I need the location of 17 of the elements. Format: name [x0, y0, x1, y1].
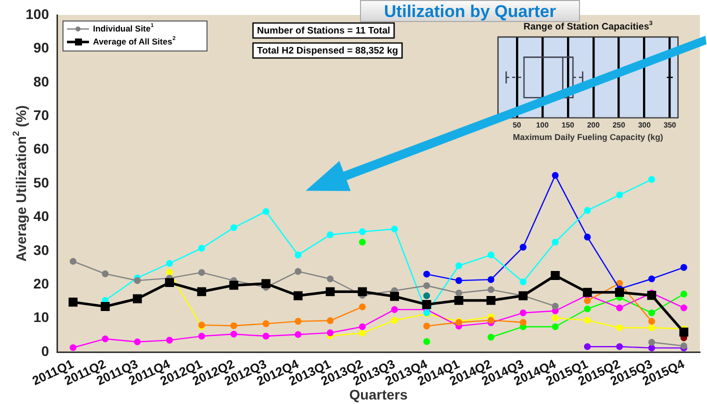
- y-tick-label: 90: [33, 40, 50, 56]
- y-tick-label: 20: [33, 275, 50, 292]
- y-tick-label: 60: [33, 140, 50, 157]
- y-tick-label: 10: [33, 309, 50, 326]
- annotation: Number of Stations = 11 Total: [257, 26, 390, 37]
- y-tick-label: 70: [33, 106, 50, 123]
- annotation: Total H2 Dispensed = 88,352 kg: [257, 46, 398, 57]
- y-axis-title: Average Utilization2 (%): [10, 105, 29, 262]
- x-axis-title: Quarters: [349, 386, 408, 402]
- x-axis-title: Maximum Daily Fueling Capacity (kg): [512, 132, 664, 142]
- y-tick-label: 50: [33, 174, 50, 190]
- y-tick-label: 30: [33, 242, 50, 258]
- y-tick-label: 40: [33, 208, 50, 224]
- y-tick-label: 100: [26, 6, 50, 22]
- y-tick-label: 80: [33, 73, 50, 90]
- y-tick-label: 0: [41, 342, 50, 359]
- chart-title: Utilization by Quarter: [360, 0, 580, 22]
